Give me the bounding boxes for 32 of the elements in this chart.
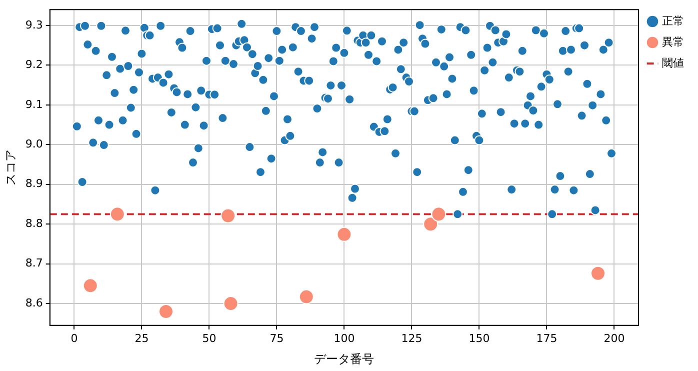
legend-label: 正常 [662, 14, 684, 28]
point [431, 206, 446, 222]
point [423, 216, 438, 232]
legend-label: 異常 [662, 35, 684, 48]
x-axis-title: データ番号 [314, 352, 374, 366]
x-tick-label: 0 [70, 332, 78, 345]
x-tick-label: 175 [536, 332, 558, 345]
point [82, 278, 98, 294]
point [590, 266, 606, 281]
y-axis-title: スコア [3, 150, 18, 186]
y-tick-label: 9.2 [25, 58, 43, 72]
x-tick-label: 50 [202, 332, 216, 345]
point [336, 226, 352, 242]
point [298, 289, 314, 304]
y-tick-label: 9.0 [25, 138, 43, 151]
point [110, 206, 125, 222]
y-tick-label: 9.3 [25, 18, 43, 32]
point [223, 296, 238, 312]
x-tick-label: 75 [270, 332, 284, 345]
x-tick-label: 150 [468, 332, 490, 345]
point [158, 304, 174, 319]
y-tick-label: 9.1 [25, 98, 43, 111]
x-tick-label: 100 [334, 332, 355, 345]
y-tick-label: 8.6 [25, 296, 43, 310]
legend-label: 閾値 [662, 56, 684, 70]
point [220, 208, 236, 224]
y-tick-label: 8.9 [25, 177, 43, 190]
x-tick-label: 200 [604, 332, 625, 345]
x-tick-label: 25 [134, 332, 149, 345]
y-tick-label: 8.8 [25, 216, 43, 230]
y-tick-label: 8.7 [25, 256, 43, 270]
x-tick-label: 125 [401, 332, 422, 345]
